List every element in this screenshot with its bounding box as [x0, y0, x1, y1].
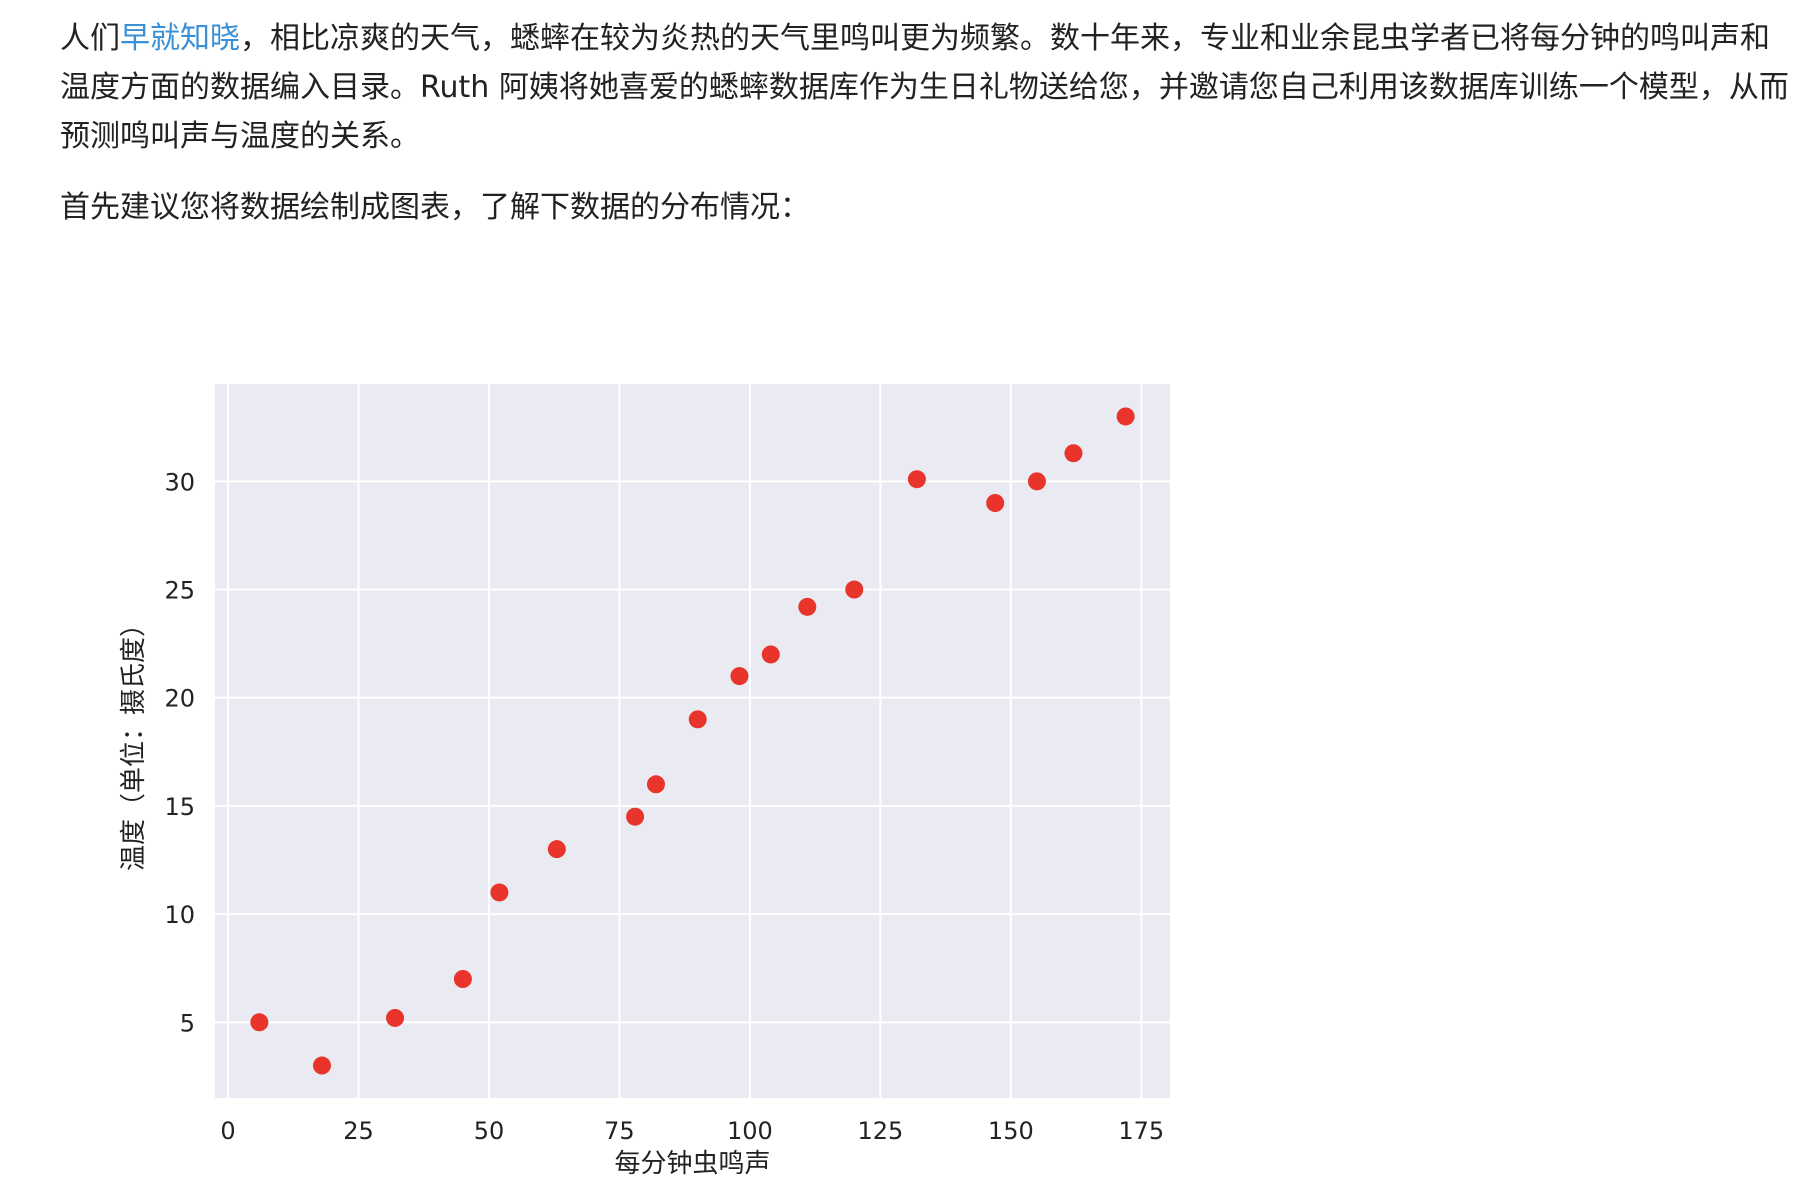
data-point: [490, 883, 509, 902]
data-point: [986, 494, 1005, 512]
x-tick-label: 175: [1118, 1117, 1164, 1145]
data-point: [250, 1013, 269, 1032]
data-point: [386, 1008, 405, 1027]
intro-suffix: ，相比凉爽的天气，蟋蟀在较为炎热的天气里鸣叫更为频繁。数十年来，专业和业余昆虫学…: [60, 21, 1789, 154]
data-point: [1064, 444, 1083, 463]
grid-lines: [215, 384, 1170, 1098]
intro-prefix: 人们: [60, 21, 120, 56]
x-tick-label: 50: [474, 1117, 505, 1145]
y-tick-label: 5: [180, 1009, 195, 1037]
y-tick-label: 20: [164, 685, 195, 713]
data-point: [646, 775, 665, 794]
article-text: 人们早就知晓，相比凉爽的天气，蟋蟀在较为炎热的天气里鸣叫更为频繁。数十年来，专业…: [60, 14, 1790, 232]
x-tick-label: 125: [857, 1117, 903, 1145]
x-tick-label: 25: [343, 1117, 374, 1145]
data-point: [312, 1056, 331, 1075]
plot-area: [215, 384, 1170, 1098]
x-tick-label: 100: [727, 1117, 773, 1145]
data-point: [730, 667, 749, 686]
data-point: [907, 470, 926, 489]
x-tick-label: 150: [988, 1117, 1034, 1145]
data-point: [761, 645, 780, 664]
data-point: [845, 580, 864, 599]
plot-suggestion-paragraph: 首先建议您将数据绘制成图表，了解下数据的分布情况：: [60, 190, 810, 225]
intro-paragraph: 人们早就知晓，相比凉爽的天气，蟋蟀在较为炎热的天气里鸣叫更为频繁。数十年来，专业…: [60, 14, 1790, 161]
y-tick-label: 15: [164, 793, 195, 821]
data-point: [626, 807, 645, 826]
data-point: [1116, 407, 1135, 426]
y-tick-label: 25: [164, 577, 195, 605]
data-points: [250, 407, 1135, 1075]
data-point: [547, 840, 566, 859]
data-point: [453, 970, 472, 988]
y-tick-labels: 5 10 15 20 25 30: [164, 468, 195, 1037]
x-axis-title: 每分钟虫鸣声: [614, 1149, 770, 1179]
y-axis-title: 温度（单位：摄氏度）: [119, 611, 149, 871]
x-tick-labels: 0 25 50 75 100 125 150 175: [220, 1117, 1164, 1145]
x-tick-label: 0: [220, 1117, 235, 1145]
y-tick-label: 10: [164, 901, 195, 929]
y-tick-label: 30: [164, 468, 195, 496]
x-tick-label: 75: [604, 1117, 635, 1145]
data-point: [688, 710, 707, 729]
data-point: [798, 597, 817, 616]
data-point: [1027, 472, 1046, 491]
known-link[interactable]: 早就知晓: [120, 21, 240, 56]
